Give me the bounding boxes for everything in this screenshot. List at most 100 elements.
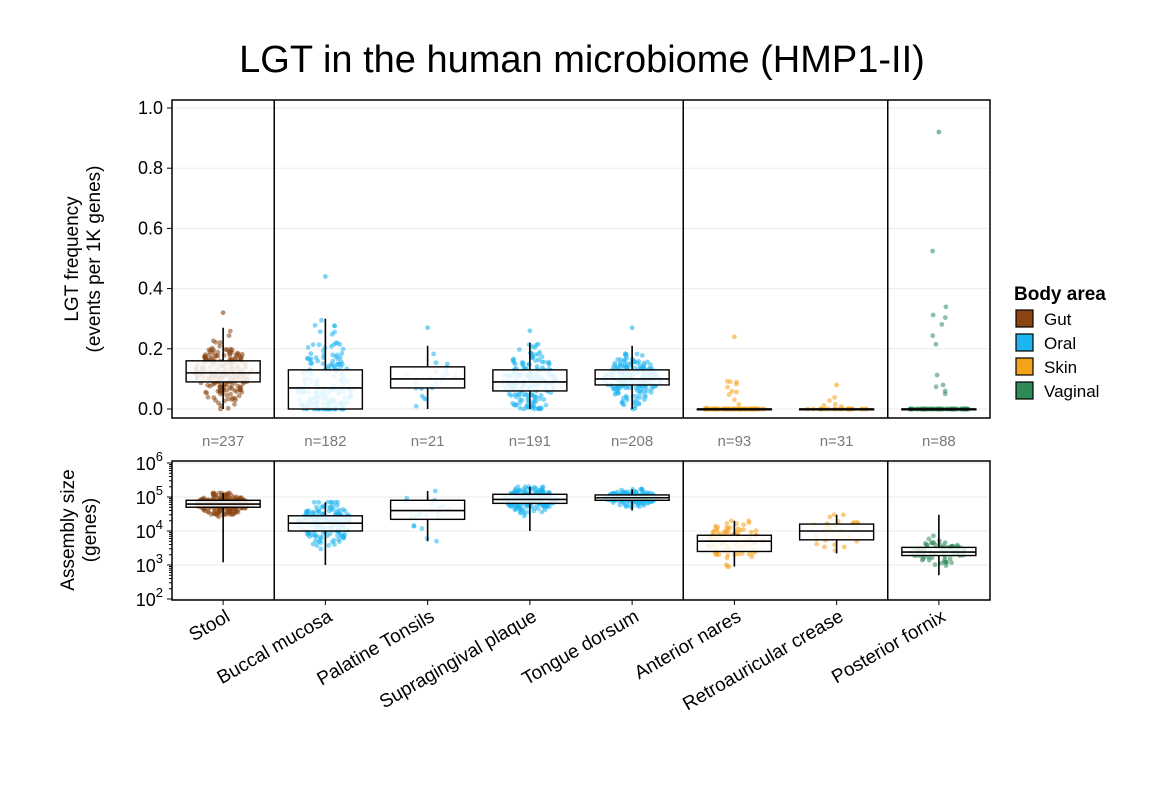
legend-label: Oral [1044, 334, 1076, 353]
top-data-point [940, 382, 946, 388]
top-data-point [217, 340, 223, 345]
top-data-point [229, 397, 235, 402]
bottom-data-point [623, 504, 629, 510]
top-data-point [942, 391, 948, 397]
top-data-point [217, 389, 223, 395]
legend-swatch [1015, 357, 1034, 376]
bottom-data-point [330, 506, 336, 511]
top-data-point [332, 364, 337, 370]
top-data-point [517, 400, 523, 406]
top-data-point [506, 391, 512, 397]
top-data-point [207, 383, 213, 389]
sample-counts: n=237 n=182 n=21 n=191 n=208 n=93 n=31 n=88 [202, 433, 956, 450]
bottom-data-point [518, 510, 523, 516]
legend-label: Skin [1044, 358, 1077, 377]
bottom-data-point [432, 488, 438, 494]
top-data-point [623, 364, 629, 370]
bottom-data-point [933, 542, 938, 548]
top-data-point [421, 396, 427, 401]
bottom-data-point [753, 528, 759, 534]
bottom-data-point [314, 504, 319, 510]
bottom-data-point [931, 533, 936, 539]
bottom-data-point [330, 502, 336, 508]
top-data-point [232, 401, 237, 407]
top-data-point [332, 329, 337, 335]
top-data-point [333, 340, 339, 346]
bottom-data-point [949, 560, 954, 566]
top-box [594, 369, 670, 386]
bottom-data-point [311, 499, 317, 505]
bottom-data-point [216, 514, 222, 520]
bottom-data-point [214, 507, 220, 512]
top-data-point [539, 354, 545, 360]
top-data-point [616, 390, 621, 396]
top-data-point [225, 405, 231, 411]
bottom-data-point [325, 499, 331, 505]
bottom-y-tick-label: 106 [136, 449, 163, 474]
top-data-point [615, 357, 621, 362]
top-data-point [633, 385, 639, 391]
legend-label: Vaginal [1044, 382, 1099, 401]
top-data-point [521, 360, 526, 366]
chart-title: LGT in the human microbiome (HMP1-II) [239, 39, 925, 81]
top-data-point [223, 347, 229, 352]
bottom-data-point [515, 504, 520, 509]
top-data-point [624, 356, 629, 361]
top-data-point [218, 403, 224, 409]
bottom-y-axis-title-line2: (genes) [80, 498, 101, 562]
bottom-data-point [636, 501, 642, 507]
top-y-tick-label: 0.0 [138, 399, 163, 419]
top-data-point [317, 329, 323, 335]
top-data-point [933, 341, 939, 347]
top-data-point [546, 359, 551, 365]
bottom-data-point [521, 513, 527, 519]
top-data-point [636, 401, 642, 406]
x-tick-label: Tongue dorsum [519, 606, 643, 690]
top-data-point [213, 353, 219, 359]
top-data-point [930, 333, 936, 339]
top-y-tick-label: 0.4 [138, 279, 163, 299]
bottom-data-point [724, 562, 729, 568]
top-data-point [533, 358, 538, 363]
bottom-data-point [932, 562, 938, 568]
top-data-point [305, 345, 311, 350]
bottom-y-tick-label: 102 [136, 585, 163, 610]
bottom-data-point [535, 506, 541, 512]
top-data-point [512, 361, 518, 367]
top-data-point [217, 343, 223, 349]
bottom-data-point [926, 536, 932, 542]
bottom-data-point [342, 508, 348, 514]
bottom-data-point [814, 541, 820, 547]
top-data-point [229, 350, 235, 355]
top-data-point [934, 372, 940, 378]
top-data-point [531, 399, 537, 405]
bottom-data-point [827, 514, 833, 520]
top-data-point [308, 351, 314, 357]
bottom-data-point [748, 529, 754, 535]
top-data-point [413, 403, 419, 409]
bottom-data-point [326, 508, 332, 514]
top-data-point [433, 360, 439, 366]
bottom-data-point [939, 560, 944, 566]
bottom-data-point [316, 539, 322, 545]
bottom-data-point [411, 523, 417, 529]
top-data-point [541, 397, 547, 402]
x-tick-label: Stool [186, 606, 234, 646]
top-data-point [213, 339, 219, 345]
top-data-point [203, 389, 209, 395]
bottom-data-point [201, 495, 207, 501]
top-data-point [304, 356, 310, 361]
top-data-point [930, 248, 935, 254]
bottom-data-point [832, 542, 837, 548]
bottom-data-point [318, 546, 324, 552]
top-data-point [623, 385, 629, 391]
bottom-data-point [728, 518, 734, 524]
top-data-point [620, 401, 625, 406]
top-data-point [512, 392, 518, 397]
top-data-point [224, 387, 230, 393]
bottom-data-point [316, 499, 322, 505]
top-data-point [832, 401, 838, 407]
top-data-point [227, 328, 233, 334]
top-data-point [511, 402, 517, 408]
top-data-point [649, 386, 654, 392]
